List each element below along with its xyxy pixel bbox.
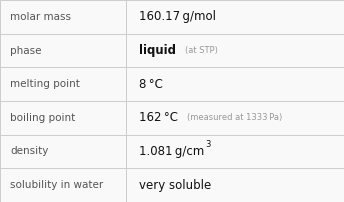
Text: melting point: melting point <box>10 79 80 89</box>
Text: very soluble: very soluble <box>139 179 212 192</box>
Text: boiling point: boiling point <box>10 113 76 123</box>
Text: 8 °C: 8 °C <box>139 78 163 91</box>
Text: (measured at 1333 Pa): (measured at 1333 Pa) <box>187 113 282 122</box>
Text: liquid: liquid <box>139 44 176 57</box>
Text: phase: phase <box>10 45 42 56</box>
Text: solubility in water: solubility in water <box>10 180 104 190</box>
Text: 162 °C: 162 °C <box>139 111 178 124</box>
Text: density: density <box>10 146 49 157</box>
Text: 160.17 g/mol: 160.17 g/mol <box>139 10 216 23</box>
Text: (at STP): (at STP) <box>185 46 218 55</box>
Text: molar mass: molar mass <box>10 12 71 22</box>
Text: 1.081 g/cm: 1.081 g/cm <box>139 145 205 158</box>
Text: 3: 3 <box>206 140 211 149</box>
